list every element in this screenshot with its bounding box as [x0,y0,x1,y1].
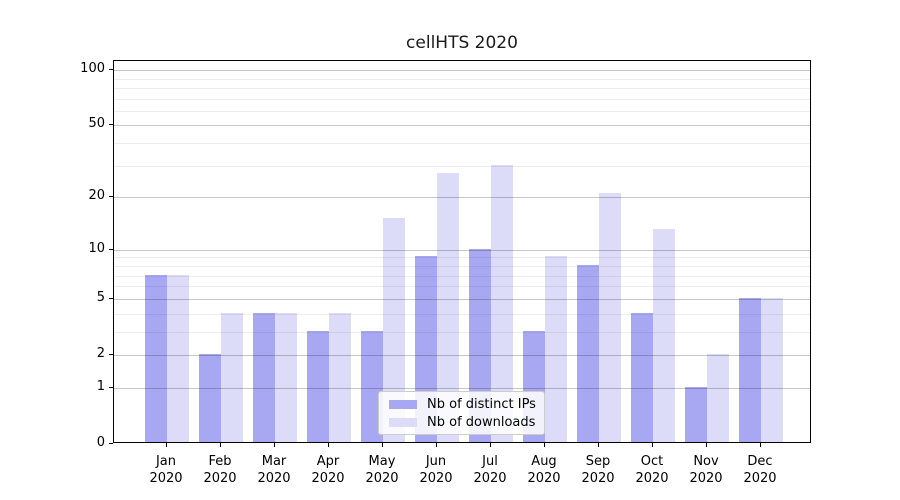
y-tick-5 [109,298,113,299]
x-tick-nov-2020 [706,443,707,447]
legend-swatch-nb-of-downloads [389,417,417,427]
x-tick-dec-2020 [760,443,761,447]
legend-item-nb-of-distinct-ips: Nb of distinct IPs [389,396,536,412]
y-tick-2 [109,354,113,355]
x-tick-label-sep-2020: Sep 2020 [581,454,615,486]
x-tick-label-jan-2020: Jan 2020 [149,454,183,486]
legend-item-nb-of-downloads: Nb of downloads [389,414,536,430]
x-tick-label-nov-2020: Nov 2020 [689,454,723,486]
bar-nb-of-downloads-oct-2020 [653,229,675,442]
x-tick-label-mar-2020: Mar 2020 [257,454,291,486]
bar-nb-of-downloads-dec-2020 [761,298,783,442]
bar-nb-of-distinct-ips-dec-2020 [739,298,761,442]
gridline-minor-90 [114,79,810,80]
gridline-minor-70 [114,99,810,100]
x-tick-label-may-2020: May 2020 [365,454,399,486]
x-tick-label-feb-2020: Feb 2020 [203,454,237,486]
gridline-minor-80 [114,88,810,89]
bar-nb-of-downloads-feb-2020 [221,313,243,442]
y-tick-label-50: 50 [88,116,105,131]
bar-nb-of-downloads-nov-2020 [707,354,729,442]
x-tick-jul-2020 [490,443,491,447]
y-tick-label-0: 0 [96,435,105,450]
legend-swatch-nb-of-distinct-ips [389,399,417,409]
y-tick-label-10: 10 [88,241,105,256]
x-tick-label-apr-2020: Apr 2020 [311,454,345,486]
bar-nb-of-distinct-ips-feb-2020 [199,354,221,442]
gridline-minor-7 [114,276,810,277]
y-tick-label-100: 100 [80,61,105,76]
x-tick-feb-2020 [220,443,221,447]
legend: Nb of distinct IPs Nb of downloads [378,391,545,435]
x-tick-label-jun-2020: Jun 2020 [419,454,453,486]
bar-nb-of-downloads-sep-2020 [599,193,621,442]
bar-nb-of-downloads-jun-2020 [437,173,459,442]
x-tick-apr-2020 [328,443,329,447]
bar-nb-of-downloads-aug-2020 [545,256,567,442]
x-tick-mar-2020 [274,443,275,447]
bar-nb-of-downloads-apr-2020 [329,313,351,442]
x-tick-jan-2020 [166,443,167,447]
gridline-major-2 [114,355,810,356]
x-tick-oct-2020 [652,443,653,447]
y-tick-100 [109,69,113,70]
chart-title: cellHTS 2020 [406,33,518,53]
x-tick-jun-2020 [436,443,437,447]
bar-nb-of-distinct-ips-apr-2020 [307,331,329,442]
bar-nb-of-distinct-ips-mar-2020 [253,313,275,442]
y-tick-label-1: 1 [96,379,105,394]
gridline-major-5 [114,299,810,300]
y-tick-label-20: 20 [88,188,105,203]
x-tick-label-jul-2020: Jul 2020 [473,454,507,486]
gridline-major-20 [114,197,810,198]
y-tick-50 [109,124,113,125]
y-tick-label-5: 5 [96,290,105,305]
gridline-minor-30 [114,166,810,167]
gridline-minor-6 [114,286,810,287]
bar-nb-of-distinct-ips-jan-2020 [145,275,167,442]
legend-label-nb-of-distinct-ips: Nb of distinct IPs [427,396,536,412]
gridline-minor-8 [114,266,810,267]
x-tick-aug-2020 [544,443,545,447]
gridline-major-100 [114,70,810,71]
y-tick-10 [109,249,113,250]
bar-nb-of-distinct-ips-oct-2020 [631,313,653,442]
gridline-major-10 [114,250,810,251]
x-tick-label-aug-2020: Aug 2020 [527,454,561,486]
gridline-minor-60 [114,111,810,112]
bar-nb-of-distinct-ips-may-2020 [361,331,383,442]
bar-nb-of-distinct-ips-nov-2020 [685,387,707,442]
y-tick-0 [109,443,113,444]
gridline-major-1 [114,388,810,389]
y-tick-1 [109,387,113,388]
bar-nb-of-downloads-may-2020 [383,218,405,442]
gridline-minor-4 [114,314,810,315]
plot-area: Nb of distinct IPs Nb of downloads [113,60,811,443]
gridline-minor-9 [114,257,810,258]
x-tick-sep-2020 [598,443,599,447]
gridline-minor-3 [114,332,810,333]
x-tick-may-2020 [382,443,383,447]
gridline-minor-40 [114,143,810,144]
grid-layer [114,61,810,442]
bar-nb-of-downloads-jul-2020 [491,165,513,442]
y-tick-label-2: 2 [96,346,105,361]
legend-label-nb-of-downloads: Nb of downloads [427,414,536,430]
bar-nb-of-distinct-ips-sep-2020 [577,265,599,442]
x-tick-label-oct-2020: Oct 2020 [635,454,669,486]
bar-nb-of-downloads-jan-2020 [167,275,189,442]
y-tick-20 [109,196,113,197]
x-tick-label-dec-2020: Dec 2020 [743,454,777,486]
bar-nb-of-downloads-mar-2020 [275,313,297,442]
gridline-major-50 [114,125,810,126]
